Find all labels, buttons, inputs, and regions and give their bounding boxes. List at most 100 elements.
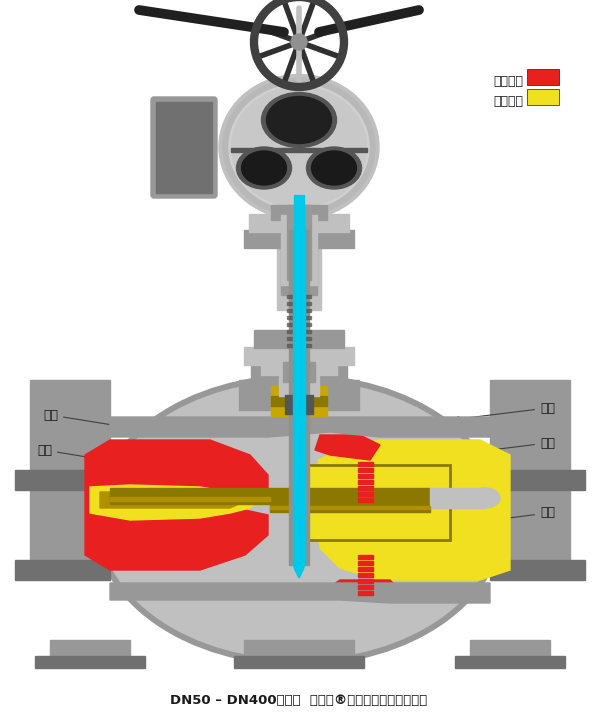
Bar <box>15 470 110 490</box>
Bar <box>287 295 311 298</box>
Bar <box>294 240 304 310</box>
Bar <box>290 465 450 540</box>
Bar <box>430 488 485 508</box>
Bar <box>30 470 110 570</box>
Bar <box>271 396 327 406</box>
Bar <box>285 405 293 409</box>
Ellipse shape <box>219 74 379 220</box>
Bar <box>244 230 354 248</box>
Text: 导流罩: 导流罩 <box>23 473 141 499</box>
Bar <box>287 337 311 340</box>
Bar <box>527 69 559 85</box>
Text: 阀杆: 阀杆 <box>37 443 161 471</box>
Bar <box>50 640 130 660</box>
Bar <box>249 214 349 232</box>
Bar <box>358 462 373 466</box>
Bar <box>270 488 430 512</box>
Bar <box>281 210 317 295</box>
Ellipse shape <box>470 488 500 508</box>
Bar <box>110 488 270 504</box>
Bar <box>293 230 305 565</box>
Bar <box>244 640 354 660</box>
Bar <box>15 560 110 580</box>
Polygon shape <box>110 417 490 437</box>
Bar <box>358 468 373 472</box>
Bar <box>289 230 309 565</box>
Bar <box>281 215 317 285</box>
Bar <box>287 344 311 347</box>
Polygon shape <box>315 435 380 460</box>
Ellipse shape <box>229 84 369 210</box>
Polygon shape <box>293 564 305 578</box>
Bar <box>358 486 373 490</box>
Bar <box>358 555 373 559</box>
Bar <box>279 376 319 396</box>
Bar <box>231 148 367 152</box>
Bar <box>527 89 559 105</box>
Bar <box>490 470 570 570</box>
Bar <box>305 395 313 399</box>
Text: 阀座: 阀座 <box>459 506 555 526</box>
Ellipse shape <box>100 381 498 659</box>
Ellipse shape <box>242 151 286 185</box>
Bar <box>305 405 313 409</box>
Bar <box>455 656 565 668</box>
Bar <box>490 470 585 490</box>
Bar <box>285 395 293 399</box>
Bar <box>470 640 550 660</box>
Bar <box>305 410 313 414</box>
Text: 出口压力: 出口压力 <box>493 95 523 107</box>
Bar <box>358 498 373 502</box>
Bar <box>285 410 293 414</box>
Ellipse shape <box>236 147 291 189</box>
Bar <box>283 362 315 382</box>
Bar <box>287 309 311 312</box>
Bar <box>358 561 373 565</box>
Bar <box>287 323 311 326</box>
Polygon shape <box>325 580 400 600</box>
Ellipse shape <box>267 97 331 143</box>
Bar <box>287 316 311 319</box>
Bar <box>358 480 373 484</box>
Bar <box>271 205 327 220</box>
Bar <box>30 380 110 490</box>
Text: 套管: 套管 <box>464 472 555 491</box>
Circle shape <box>291 34 307 50</box>
Bar <box>358 585 373 589</box>
Bar <box>490 560 585 580</box>
Bar <box>110 497 270 501</box>
Bar <box>358 474 373 478</box>
Bar <box>490 380 570 490</box>
Bar <box>271 386 327 416</box>
Bar <box>287 302 311 305</box>
Ellipse shape <box>307 147 362 189</box>
Polygon shape <box>110 583 490 603</box>
Bar <box>287 205 311 280</box>
Bar <box>358 573 373 577</box>
Bar <box>287 330 311 333</box>
Polygon shape <box>100 492 248 508</box>
Bar <box>35 656 145 668</box>
Text: 入口压力: 入口压力 <box>493 74 523 87</box>
Bar <box>358 579 373 583</box>
Polygon shape <box>85 440 268 570</box>
FancyBboxPatch shape <box>151 97 217 198</box>
Bar <box>254 330 344 348</box>
Ellipse shape <box>223 79 375 216</box>
Bar <box>358 567 373 571</box>
Polygon shape <box>318 440 510 580</box>
Bar <box>270 506 430 509</box>
Ellipse shape <box>231 87 367 207</box>
Bar <box>251 360 347 390</box>
Bar <box>285 400 293 404</box>
Ellipse shape <box>312 151 356 185</box>
Bar <box>277 230 321 310</box>
Ellipse shape <box>261 92 337 147</box>
Bar <box>358 591 373 595</box>
Bar <box>239 380 359 410</box>
Bar <box>358 492 373 496</box>
Bar <box>156 102 212 193</box>
Text: 阀体: 阀体 <box>454 402 555 422</box>
Bar <box>261 350 337 375</box>
Bar <box>305 400 313 404</box>
